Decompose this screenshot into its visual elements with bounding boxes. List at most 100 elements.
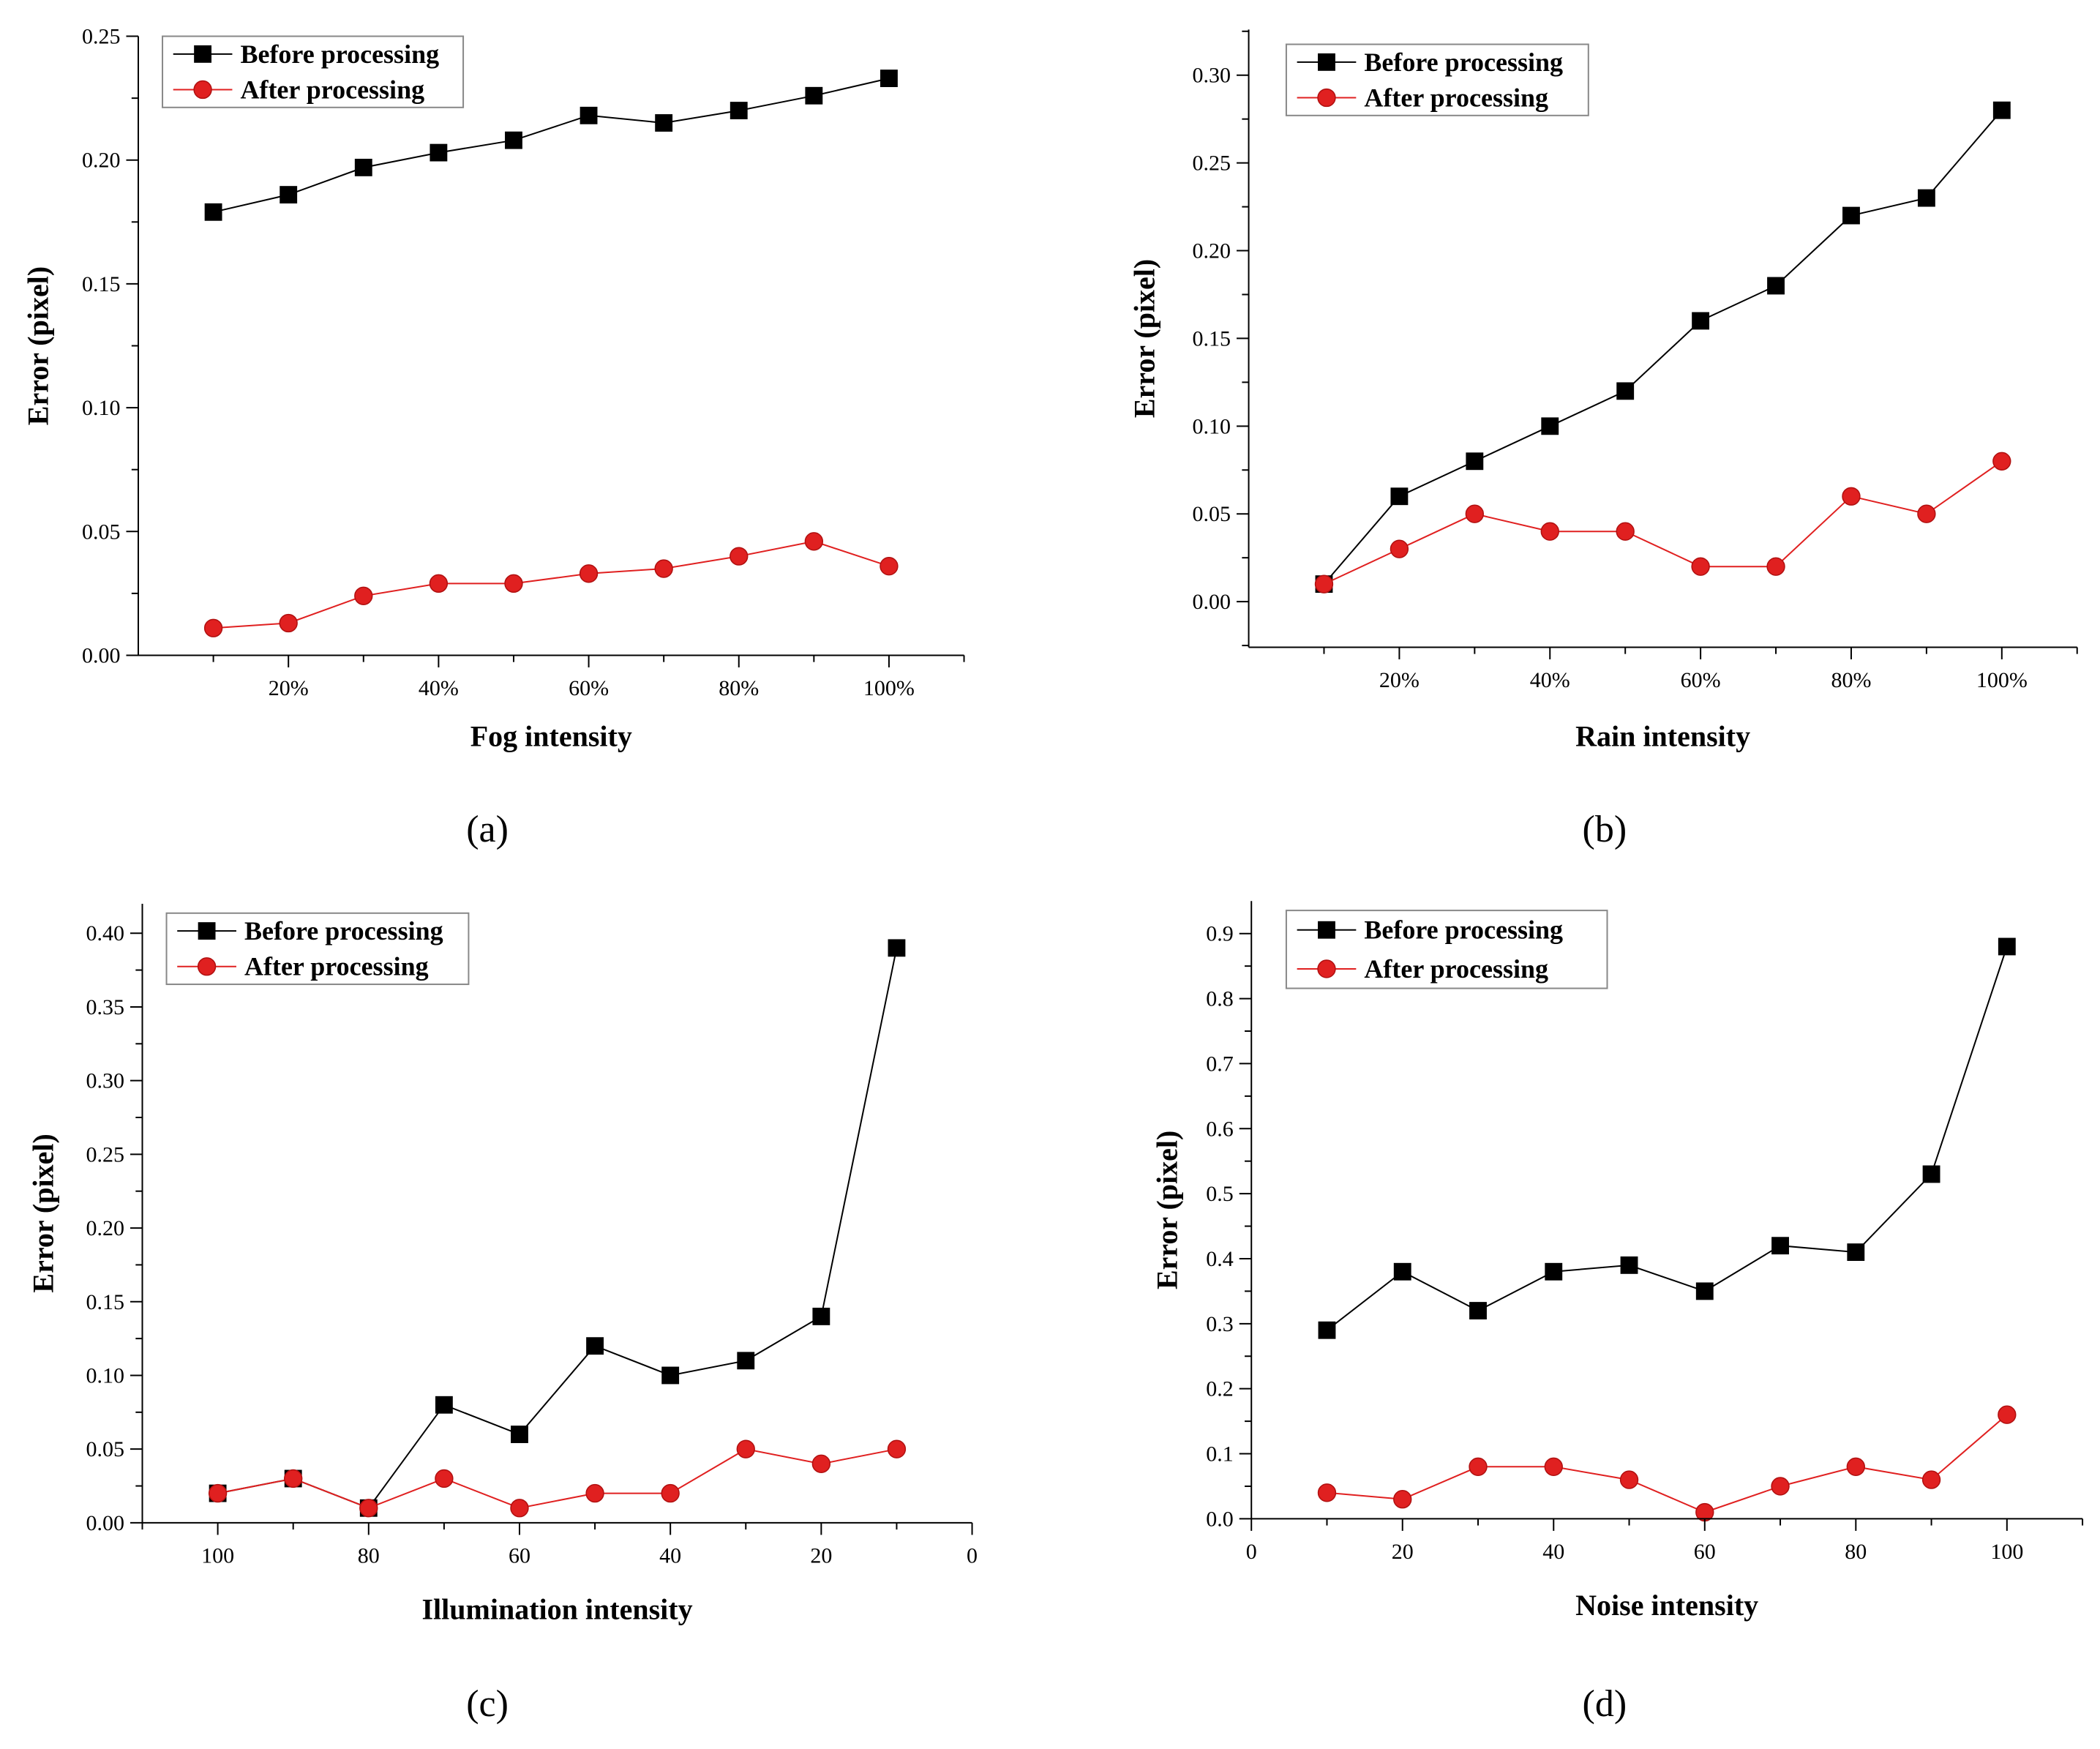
x-tick-label: 100% (1976, 668, 2028, 692)
panel-b-rain: Before processing After processing Rain … (1128, 29, 2078, 850)
y-tick-label: 0.20 (86, 1216, 124, 1240)
point-after (804, 532, 824, 551)
y-tick-label: 0.1 (1206, 1442, 1234, 1467)
point-after (887, 1439, 907, 1458)
point-after (1314, 574, 1334, 593)
legend-square-marker (1318, 921, 1335, 939)
point-after (1619, 1470, 1639, 1489)
point-after (359, 1499, 378, 1518)
y-tick-label: 0.25 (86, 1142, 124, 1166)
point-after (1842, 487, 1861, 506)
point-after (510, 1499, 529, 1518)
plot-marks (1317, 937, 2017, 1522)
point-after (1616, 522, 1635, 541)
point-after (811, 1454, 831, 1474)
y-axis-title: Error (pixel) (21, 266, 54, 425)
x-tick-label: 80% (719, 676, 759, 700)
x-tick-label: 40% (1530, 668, 1570, 692)
point-after (1998, 1405, 2017, 1424)
panel-label: (c) (466, 1683, 509, 1725)
x-tick-label: 20 (1392, 1540, 1414, 1564)
tick-marks (1237, 30, 2078, 659)
point-after (1766, 557, 1785, 576)
y-tick-label: 0.20 (82, 149, 121, 173)
point-before (204, 203, 222, 221)
y-tick-label: 0.05 (86, 1437, 124, 1461)
plot-marks (208, 939, 907, 1518)
legend-box (165, 912, 470, 986)
point-before (586, 1337, 604, 1355)
x-axis-title: Noise intensity (1575, 1589, 1758, 1622)
plot-marks (1314, 101, 2011, 593)
legend-label-before: Before processing (244, 916, 443, 945)
point-before (1541, 417, 1559, 435)
point-after (1393, 1490, 1412, 1509)
series-line-before (213, 78, 890, 213)
y-tick-label: 0.9 (1206, 922, 1234, 946)
x-tick-label: 80 (358, 1543, 380, 1568)
y-tick-label: 0.15 (86, 1290, 124, 1314)
y-tick-label: 0.05 (1193, 502, 1231, 526)
y-axis-title: Error (pixel) (27, 1134, 60, 1292)
y-tick-label: 0.30 (86, 1069, 124, 1093)
legend-label-before: Before processing (1364, 48, 1563, 77)
point-before (505, 131, 522, 149)
y-tick-label: 0.3 (1206, 1312, 1234, 1336)
point-after (661, 1483, 680, 1503)
legend-label-before: Before processing (1364, 915, 1563, 945)
point-before (1998, 937, 2016, 956)
panel-label: (b) (1583, 809, 1627, 850)
x-tick-label: 20% (269, 676, 309, 700)
point-after (1390, 539, 1409, 558)
panel-d-noise: Before processing After processing Noise… (1151, 901, 2084, 1725)
point-after (1465, 504, 1485, 523)
legend-label-after: After processing (1364, 954, 1548, 984)
legend-label-after: After processing (1364, 83, 1548, 112)
point-before (1393, 1262, 1411, 1281)
legend: Before processing After processing (165, 912, 470, 986)
point-after (585, 1483, 604, 1503)
legend: Before processing After processing (1285, 43, 1589, 116)
x-axis-title: Illumination intensity (421, 1592, 692, 1625)
point-after (1469, 1457, 1488, 1476)
tick-marks (1239, 932, 2084, 1531)
point-before (1318, 1321, 1336, 1339)
legend-circle-marker (193, 80, 212, 100)
x-tick-label: 0 (967, 1543, 978, 1568)
y-tick-label: 0.6 (1206, 1117, 1234, 1141)
y-axis-title: Error (pixel) (1128, 259, 1160, 418)
point-before (1842, 206, 1860, 225)
y-tick-label: 0.8 (1206, 987, 1234, 1011)
series-line-after (217, 1448, 897, 1509)
y-tick-label: 0.10 (1193, 414, 1231, 438)
y-tick-label: 0.10 (86, 1363, 124, 1387)
point-after (1691, 557, 1710, 576)
y-tick-label: 0.25 (1193, 151, 1231, 176)
point-before (580, 106, 598, 124)
y-tick-label: 0.4 (1206, 1247, 1234, 1271)
y-tick-label: 0.00 (1193, 590, 1231, 614)
legend-circle-marker (197, 957, 217, 976)
y-tick-label: 0.7 (1206, 1052, 1234, 1076)
point-after (208, 1483, 228, 1503)
panel-label: (d) (1583, 1683, 1627, 1725)
legend-label-before: Before processing (240, 40, 439, 69)
legend-label-after: After processing (244, 952, 429, 981)
y-tick-label: 0.30 (1193, 64, 1231, 88)
point-after (730, 547, 749, 566)
series-line-after (1324, 460, 2003, 585)
legend-box (1285, 43, 1589, 116)
point-after (579, 564, 599, 583)
legend-square-marker (198, 922, 216, 940)
legend: Before processing After processing (162, 35, 465, 108)
y-tick-label: 0.15 (82, 272, 121, 296)
y-axis-title: Error (pixel) (1151, 1131, 1184, 1289)
point-after (1317, 1483, 1337, 1502)
x-tick-label: 60% (569, 676, 609, 700)
point-before (1620, 1256, 1638, 1274)
x-tick-label: 0 (1246, 1540, 1257, 1564)
point-before (1695, 1282, 1714, 1300)
point-after (654, 559, 673, 578)
y-tick-label: 0.2 (1206, 1377, 1234, 1401)
tick-marks (126, 35, 965, 667)
